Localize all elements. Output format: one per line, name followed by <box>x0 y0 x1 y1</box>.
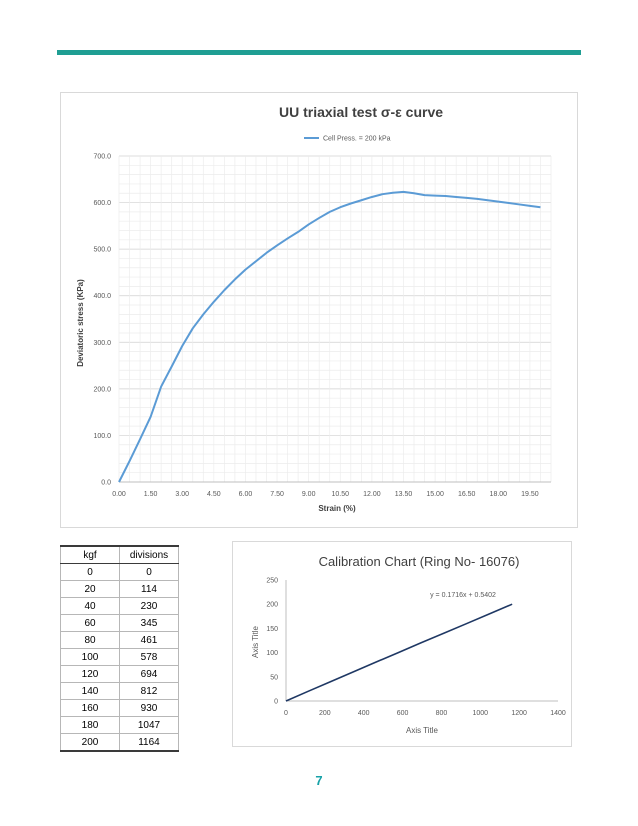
chart2-y-tick-label: 50 <box>270 674 278 681</box>
chart2-y-tick-label: 250 <box>266 578 278 585</box>
table-row: 160 930 <box>60 699 179 717</box>
chart1-x-tick-label: 0.00 <box>112 491 126 498</box>
table-row: 100 578 <box>60 648 179 666</box>
chart2-title: Calibration Chart (Ring No- 16076) <box>319 554 520 569</box>
chart1-x-ticks: 0.00 1.50 3.00 4.50 6.00 7.50 9.00 10.50 12.00 13… <box>112 491 539 498</box>
cell-divisions: 461 <box>119 631 179 649</box>
chart2-y-label: Axis Title <box>251 625 260 658</box>
chart2-x-tick-label: 600 <box>397 710 409 717</box>
table-row: 140 812 <box>60 682 179 700</box>
chart2-x-tick-label: 1000 <box>472 710 488 717</box>
chart1-x-tick-label: 3.00 <box>175 491 189 498</box>
chart1-x-tick-label: 13.50 <box>395 491 413 498</box>
chart1-legend-label: Cell Press. = 200 kPa <box>323 136 391 143</box>
chart2-series-line <box>285 603 513 702</box>
chart2-axes <box>285 580 558 702</box>
chart1-y-tick-label: 700.0 <box>93 154 111 161</box>
table-row: 80 461 <box>60 631 179 649</box>
stress-strain-chart-svg: UU triaxial test σ-ε curve Cell Press. =… <box>76 104 552 513</box>
table-row: 200 1164 <box>60 733 179 752</box>
chart1-x-label: Strain (%) <box>318 504 356 513</box>
cell-divisions: 1164 <box>119 733 179 752</box>
chart2-trendline-equation: y = 0.1716x + 0.5402 <box>430 592 496 599</box>
cell-kgf: 100 <box>60 648 120 666</box>
chart2-y-ticks: 0 50 100 150 200 250 <box>266 578 278 706</box>
chart2-y-tick-label: 200 <box>266 602 278 609</box>
cell-divisions: 812 <box>119 682 179 700</box>
cell-kgf: 200 <box>60 733 120 752</box>
chart1-x-tick-label: 7.50 <box>270 491 284 498</box>
page-number: 7 <box>315 773 323 788</box>
cell-divisions: 578 <box>119 648 179 666</box>
chart2-x-tick-label: 400 <box>358 710 370 717</box>
calibration-chart: Calibration Chart (Ring No- 16076) 0 50 10… <box>232 541 572 747</box>
cell-divisions: 0 <box>119 563 179 581</box>
chart2-x-tick-label: 0 <box>284 710 288 717</box>
chart2-x-label: Axis Title <box>406 726 439 735</box>
chart1-x-tick-label: 15.00 <box>426 491 444 498</box>
header-divisions: divisions <box>119 545 179 564</box>
calibration-chart-svg: Calibration Chart (Ring No- 16076) 0 50 10… <box>251 554 566 735</box>
cell-kgf: 180 <box>60 716 120 734</box>
chart1-y-label: Deviatoric stress (KPa) <box>76 279 85 367</box>
chart2-x-tick-label: 800 <box>436 710 448 717</box>
cell-divisions: 345 <box>119 614 179 632</box>
chart1-x-tick-label: 19.50 <box>521 491 539 498</box>
chart2-y-tick-label: 100 <box>266 650 278 657</box>
cell-divisions: 230 <box>119 597 179 615</box>
table-row: 20 114 <box>60 580 179 598</box>
cell-divisions: 114 <box>119 580 179 598</box>
cell-divisions: 930 <box>119 699 179 717</box>
chart1-x-tick-label: 18.00 <box>490 491 508 498</box>
chart1-y-tick-label: 0.0 <box>101 480 111 487</box>
table-row: 180 1047 <box>60 716 179 734</box>
chart1-y-tick-label: 500.0 <box>93 247 111 254</box>
chart1-x-tick-label: 16.50 <box>458 491 476 498</box>
table-header-row: kgf divisions <box>60 545 179 564</box>
cell-kgf: 40 <box>60 597 120 615</box>
chart1-x-tick-label: 9.00 <box>302 491 316 498</box>
chart1-y-tick-label: 200.0 <box>93 386 111 393</box>
cell-kgf: 60 <box>60 614 120 632</box>
chart1-y-tick-label: 400.0 <box>93 293 111 300</box>
cell-divisions: 1047 <box>119 716 179 734</box>
chart1-grid <box>118 155 552 483</box>
stress-strain-chart: UU triaxial test σ-ε curve Cell Press. =… <box>60 92 578 528</box>
chart1-y-tick-label: 300.0 <box>93 340 111 347</box>
chart2-x-tick-label: 1400 <box>550 710 566 717</box>
chart1-series-line <box>118 190 541 483</box>
cell-kgf: 140 <box>60 682 120 700</box>
cell-kgf: 80 <box>60 631 120 649</box>
chart1-x-tick-label: 12.00 <box>363 491 381 498</box>
cell-divisions: 694 <box>119 665 179 683</box>
cell-kgf: 20 <box>60 580 120 598</box>
chart2-x-tick-label: 200 <box>319 710 331 717</box>
chart1-y-tick-label: 100.0 <box>93 433 111 440</box>
cell-kgf: 160 <box>60 699 120 717</box>
chart1-x-tick-label: 10.50 <box>332 491 350 498</box>
chart2-y-tick-label: 150 <box>266 626 278 633</box>
chart2-y-tick-label: 0 <box>274 699 278 706</box>
chart1-y-ticks: 0.0 100.0 200.0 300.0 400.0 500.0 600.0 700.0 <box>93 154 111 487</box>
chart1-x-tick-label: 6.00 <box>239 491 253 498</box>
cell-kgf: 120 <box>60 665 120 683</box>
chart1-title: UU triaxial test σ-ε curve <box>279 104 443 120</box>
table-row: 40 230 <box>60 597 179 615</box>
chart1-x-tick-label: 4.50 <box>207 491 221 498</box>
chart2-x-ticks: 0 200 400 600 800 1000 1200 1400 <box>284 710 566 717</box>
table-row: 60 345 <box>60 614 179 632</box>
cell-kgf: 0 <box>60 563 120 581</box>
header-rule <box>57 50 581 55</box>
header-kgf: kgf <box>60 545 120 564</box>
chart1-y-tick-label: 600.0 <box>93 200 111 207</box>
chart2-x-tick-label: 1200 <box>511 710 527 717</box>
chart1-x-tick-label: 1.50 <box>144 491 158 498</box>
table-row: 120 694 <box>60 665 179 683</box>
